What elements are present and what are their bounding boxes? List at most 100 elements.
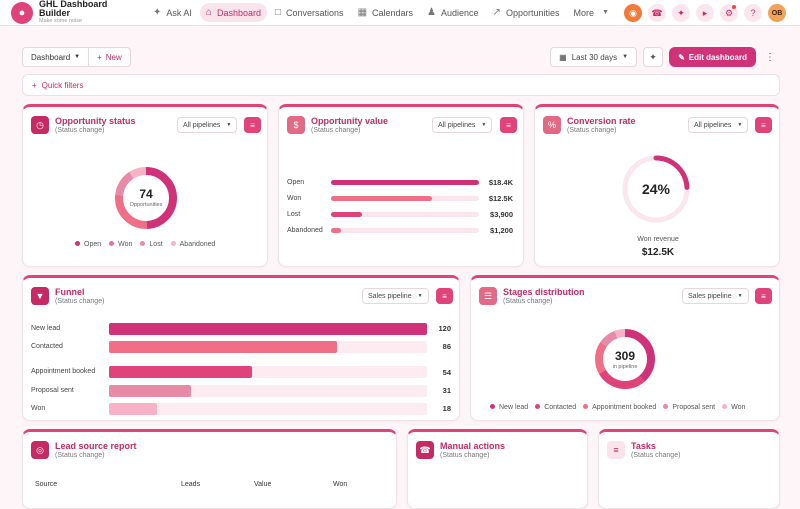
row-label: Proposal sent	[31, 386, 74, 394]
pipeline-select[interactable]: Sales pipeline ▼	[682, 288, 749, 304]
donut-segment-contacted	[595, 329, 655, 389]
pipeline-select[interactable]: All pipelines ▼	[177, 117, 238, 133]
row-value: 54	[442, 367, 451, 377]
avatar[interactable]: OB	[768, 4, 786, 22]
funnel-row-appointment: Appointment booked 54	[31, 362, 451, 382]
column-header-value[interactable]: Value	[254, 481, 272, 488]
card-title: Manual actions	[440, 441, 506, 451]
card-subtitle: (Status change)	[55, 298, 105, 305]
chevron-down-icon: ▼	[74, 54, 81, 60]
ai-sparkle-button[interactable]: ✦	[643, 47, 664, 67]
card-subtitle: (Status change)	[55, 452, 105, 459]
value-row-lost: Lost $3,900	[287, 209, 513, 219]
filter-button[interactable]: ≡	[436, 288, 453, 304]
nav-audience[interactable]: ♟ Audience	[421, 3, 485, 22]
legend-item: Lost	[140, 241, 163, 248]
bar-fill	[331, 195, 432, 201]
date-range-picker[interactable]: ▦ Last 30 days ▼	[550, 47, 638, 67]
nav-dashboard[interactable]: ⌂ Dashboard	[199, 3, 267, 22]
bar-track	[331, 179, 479, 185]
app-title: GHL Dashboard Builder	[39, 0, 108, 19]
pipeline-select[interactable]: All pipelines ▼	[688, 117, 749, 133]
eye-icon[interactable]: ◉	[624, 4, 642, 22]
new-button[interactable]: + New	[89, 47, 131, 67]
app-logo-icon[interactable]: ●	[11, 1, 33, 24]
help-icon[interactable]: ?	[744, 4, 762, 22]
card-title: Funnel	[55, 287, 85, 297]
stages-legend: New lead Contacted Appointment booked Pr…	[490, 404, 745, 411]
brand: GHL Dashboard Builder Make some noise	[39, 0, 109, 25]
bar-track	[109, 384, 427, 397]
pencil-icon: ✎	[678, 52, 685, 62]
manual-actions-card: ☎ Manual actions (Status change)	[407, 429, 588, 509]
pipeline-select-label: All pipelines	[183, 121, 221, 129]
row-value: 86	[442, 342, 451, 351]
lead-source-card: ◎ Lead source report (Status change) Sou…	[22, 429, 397, 509]
kebab-menu-icon[interactable]: ⋮	[765, 51, 775, 63]
nav-label: Dashboard	[216, 7, 261, 18]
main-nav: ✦ Ask AI ⌂ Dashboard □ Conversations ▦ Calen…	[147, 3, 609, 22]
pipeline-select-label: Sales pipeline	[688, 292, 732, 300]
opportunity-status-card: ◷ Opportunity status (Status change) All…	[22, 104, 268, 267]
nav-calendars[interactable]: ▦ Calendars	[352, 3, 419, 22]
sparkle-icon[interactable]: ✦	[672, 4, 690, 22]
stages-distribution-card: ☰ Stages distribution (Status change) Sa…	[470, 275, 780, 421]
phone-icon[interactable]: ☎	[648, 4, 666, 22]
filter-button[interactable]: ≡	[244, 117, 261, 133]
card-subtitle: (Status change)	[311, 127, 361, 134]
card-title: Opportunity status	[55, 116, 136, 126]
bar-track	[331, 227, 479, 233]
funnel-card: ▼ Funnel (Status change) Sales pipeline ▼…	[22, 275, 460, 421]
filter-button[interactable]: ≡	[500, 117, 517, 133]
row-value: $18.4K	[488, 177, 513, 187]
bar-fill	[109, 322, 427, 335]
donut-total: 309	[614, 349, 636, 363]
card-subtitle: (Status change)	[503, 298, 553, 305]
nav-label: Opportunities	[505, 7, 560, 18]
chat-icon: □	[274, 7, 282, 18]
nav-ask-ai[interactable]: ✦ Ask AI	[147, 3, 198, 22]
bar-track	[331, 195, 479, 201]
column-header-leads[interactable]: Leads	[181, 481, 201, 488]
row-value: 120	[438, 324, 451, 333]
globe-icon: ◎	[31, 441, 49, 459]
megaphone-icon[interactable]: ▸	[696, 4, 714, 22]
dashboard-select[interactable]: Dashboard ▼	[22, 47, 90, 67]
funnel-row-proposal: Proposal sent 31	[31, 384, 451, 397]
bar-track	[109, 402, 427, 415]
pipeline-select[interactable]: Sales pipeline ▼	[362, 288, 429, 304]
conversion-rate-card: % Conversion rate (Status change) All pi…	[534, 104, 780, 267]
donut-total-label: in pipeline	[612, 364, 638, 370]
column-header-won[interactable]: Won	[333, 481, 348, 488]
nav-opportunities[interactable]: ↗ Opportunities	[487, 3, 566, 22]
chevron-down-icon[interactable]: ▼	[601, 9, 609, 16]
dashboard-toolbar: Dashboard ▼ + New ▦ Last 30 days ▼ ✦ ✎ Edit d…	[22, 47, 778, 67]
nav-conversations[interactable]: □ Conversations	[269, 3, 350, 22]
filter-button[interactable]: ≡	[755, 117, 772, 133]
bell-icon[interactable]: ⚙	[720, 4, 738, 22]
plus-icon: +	[97, 52, 102, 62]
edit-dashboard-button[interactable]: ✎ Edit dashboard	[669, 47, 756, 67]
donut-segment-appointment	[595, 329, 655, 389]
filter-button[interactable]: ≡	[755, 288, 772, 304]
value-row-won: Won $12.5K	[287, 193, 513, 203]
quick-filters-button[interactable]: + Quick filters	[22, 74, 780, 96]
chevron-down-icon: ▼	[737, 293, 743, 299]
pipeline-select-label: All pipelines	[438, 121, 476, 129]
notification-dot	[732, 5, 736, 9]
pipeline-select[interactable]: All pipelines ▼	[432, 117, 493, 133]
won-revenue-value: $12.5K	[641, 247, 675, 258]
funnel-row-won: Won 18	[31, 402, 451, 415]
card-title: Stages distribution	[503, 287, 585, 297]
row-value: 18	[442, 404, 451, 413]
row-label: New lead	[31, 324, 61, 332]
value-row-abandoned: Abandoned $1,200	[287, 225, 513, 235]
funnel-icon: ▼	[31, 287, 49, 305]
row-value: $12.5K	[488, 193, 513, 203]
row-label: Won	[287, 194, 302, 202]
row-label: Contacted	[31, 342, 63, 350]
more-menu[interactable]: More	[573, 7, 594, 18]
pipeline-select-label: All pipelines	[694, 121, 732, 129]
plus-icon: +	[32, 80, 37, 90]
column-header-source[interactable]: Source	[35, 481, 58, 488]
